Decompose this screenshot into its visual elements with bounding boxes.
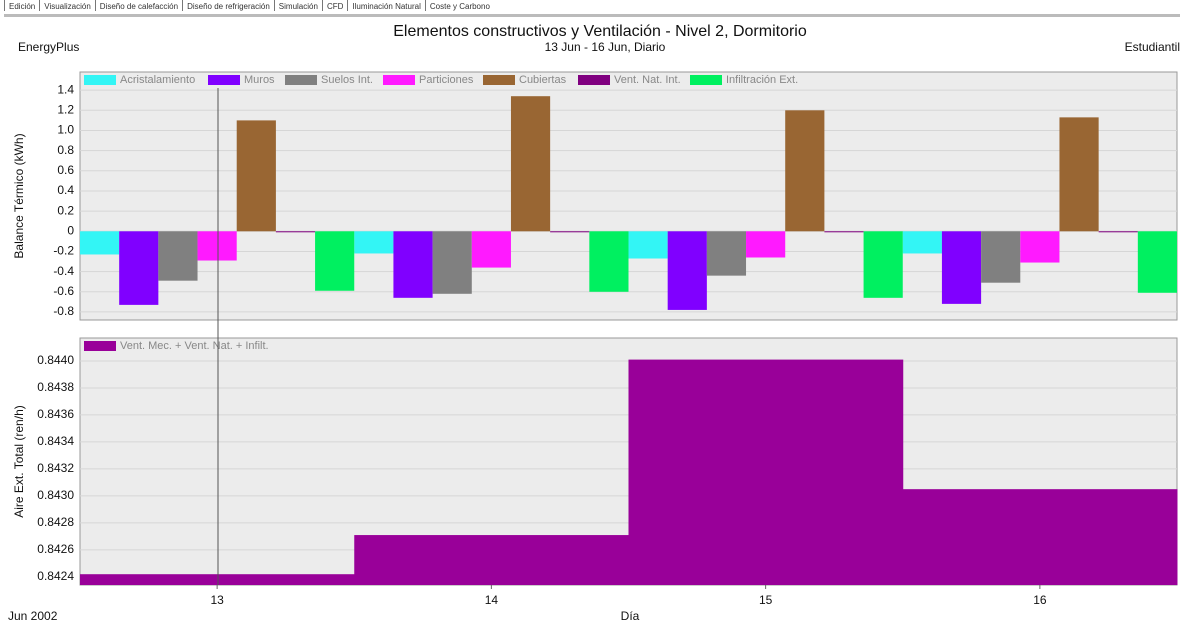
x-tick-label: 14 — [485, 593, 499, 607]
x-tick-label: 13 — [210, 593, 224, 607]
tab[interactable]: Diseño de refrigeración — [182, 0, 274, 11]
y-tick-label: 1.0 — [57, 123, 74, 137]
legend-swatch — [84, 341, 116, 351]
bar — [706, 231, 747, 276]
bar — [432, 231, 472, 294]
bar — [119, 231, 159, 305]
app-label: EnergyPlus — [18, 40, 79, 54]
legend-label: Acristalamiento — [120, 74, 195, 86]
legend-swatch — [578, 75, 610, 85]
y-tick-label: 0.8424 — [37, 569, 74, 583]
legend-swatch — [690, 75, 722, 85]
legend-label: Infiltración Ext. — [726, 74, 798, 86]
chart-title: Elementos constructivos y Ventilación - … — [393, 23, 807, 40]
y-tick-label: 0.8426 — [37, 542, 74, 556]
license-label: Estudiantil — [1125, 40, 1180, 54]
legend-label: Suelos Int. — [321, 74, 373, 86]
y-tick-label: -0.8 — [53, 304, 74, 318]
bar — [471, 231, 511, 268]
bar — [667, 231, 707, 310]
bar — [510, 96, 551, 232]
bar — [393, 231, 433, 298]
legend-label: Vent. Mec. + Vent. Nat. + Infilt. — [120, 340, 269, 352]
bar — [315, 231, 355, 291]
x-tick-label: 15 — [759, 593, 773, 607]
legend-swatch — [84, 75, 116, 85]
y-tick-label: 0.8436 — [37, 407, 74, 421]
tab-bar: Edición Visualización Diseño de calefacció… — [4, 0, 1180, 17]
legend-swatch — [208, 75, 240, 85]
legend-label: Vent. Nat. Int. — [614, 74, 681, 86]
bar — [1098, 231, 1138, 233]
y-tick-label: 0.4 — [57, 183, 74, 197]
y-tick-label: 0.8438 — [37, 380, 74, 394]
y-tick-label: 0.8430 — [37, 488, 74, 502]
bar — [863, 231, 903, 298]
bar — [550, 231, 590, 233]
bar — [197, 231, 237, 261]
y-tick-label: 0.8 — [57, 143, 74, 157]
y-tick-label: 0.2 — [57, 203, 74, 217]
bar — [158, 231, 198, 281]
tab[interactable]: CFD — [321, 0, 347, 11]
legend-label: Cubiertas — [519, 74, 567, 86]
y-tick-label: -0.6 — [53, 284, 74, 298]
tab[interactable]: Iluminación Natural — [347, 0, 424, 11]
y-tick-label: -0.2 — [53, 244, 74, 258]
y-tick-label: 1.2 — [57, 102, 74, 116]
bar — [902, 231, 942, 254]
bar — [785, 110, 825, 232]
bar — [1059, 117, 1099, 232]
y-tick-label: -0.4 — [53, 264, 74, 278]
bar — [981, 231, 1021, 283]
step-area — [80, 574, 355, 585]
legend-swatch — [285, 75, 317, 85]
step-area — [354, 535, 629, 585]
bar — [941, 231, 982, 304]
y-tick-label: 1.4 — [57, 82, 74, 96]
bar — [80, 231, 120, 255]
legend-label: Muros — [244, 74, 275, 86]
step-area — [628, 359, 904, 585]
bar — [824, 231, 864, 233]
y-tick-label: 0.8440 — [37, 353, 74, 367]
y-tick-label: 0 — [67, 223, 74, 237]
y-axis-label: Aire Ext. Total (ren/h) — [12, 405, 26, 518]
tab[interactable]: Coste y Carbono — [424, 0, 494, 11]
y-axis-label: Balance Térmico (kWh) — [12, 133, 26, 258]
x-axis-label: Día — [621, 609, 640, 623]
tab[interactable]: Visualización — [39, 0, 95, 11]
bar — [746, 231, 786, 258]
bar — [236, 120, 276, 232]
tab[interactable]: Edición — [4, 0, 39, 11]
bar — [589, 231, 629, 292]
tab[interactable]: Simulación — [273, 0, 322, 11]
chart-subtitle: 13 Jun - 16 Jun, Diario — [545, 40, 666, 54]
y-tick-label: 0.8428 — [37, 515, 74, 529]
tab[interactable]: Diseño de calefacción — [94, 0, 182, 11]
y-tick-label: 0.8434 — [37, 434, 74, 448]
legend-swatch — [483, 75, 515, 85]
x-annotation: Jun 2002 — [8, 609, 58, 623]
bar — [1137, 231, 1177, 293]
bar — [628, 231, 668, 259]
step-area — [902, 489, 1178, 585]
y-tick-label: 0.6 — [57, 163, 74, 177]
bar — [354, 231, 394, 254]
bar — [275, 231, 316, 233]
x-tick-label: 16 — [1033, 593, 1047, 607]
bar — [1020, 231, 1060, 263]
y-tick-label: 0.8432 — [37, 461, 74, 475]
legend-swatch — [383, 75, 415, 85]
legend-label: Particiones — [419, 74, 474, 86]
